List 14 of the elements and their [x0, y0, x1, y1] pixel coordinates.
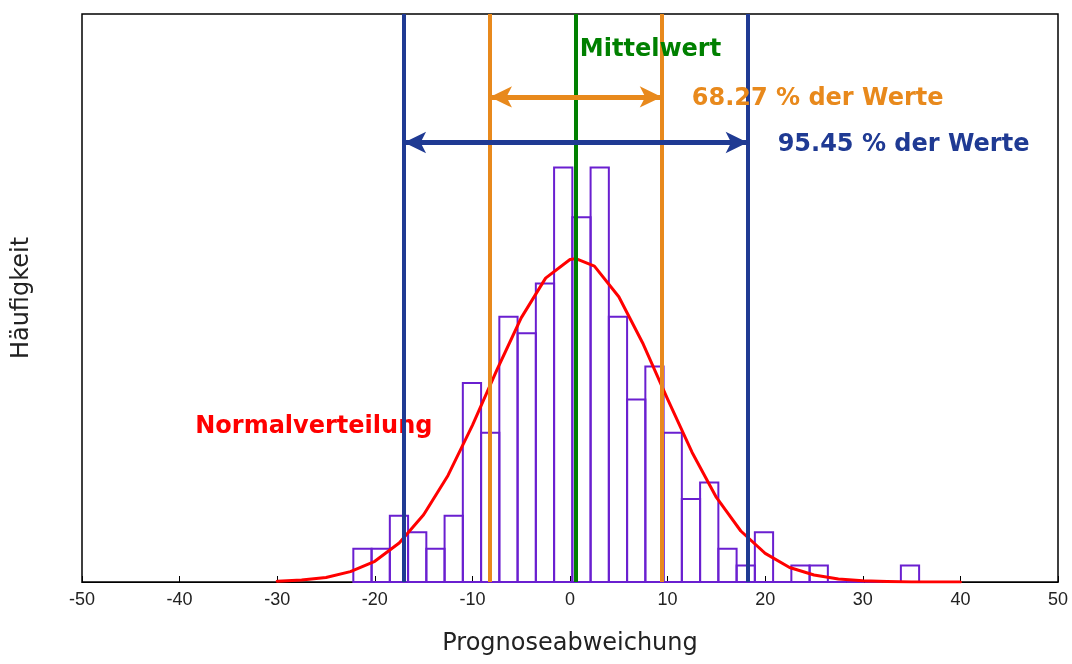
x-tick-label: 10: [657, 589, 678, 609]
x-tick-label: -30: [264, 589, 291, 609]
x-axis-title: Prognoseabweichung: [442, 628, 698, 656]
x-tick-label: -20: [361, 589, 388, 609]
x-tick-label: 20: [755, 589, 776, 609]
x-tick-label: -40: [166, 589, 193, 609]
x-tick-label: 40: [950, 589, 971, 609]
x-tick-label: 0: [564, 589, 576, 609]
x-tick-label: 30: [852, 589, 873, 609]
x-tick-label: 50: [1047, 589, 1069, 609]
x-tick-label: -10: [459, 589, 486, 609]
annotation: 95.45 % der Werte: [777, 128, 1030, 157]
y-axis-title: Häufigkeit: [6, 236, 34, 360]
x-tick-label: -50: [68, 589, 96, 609]
